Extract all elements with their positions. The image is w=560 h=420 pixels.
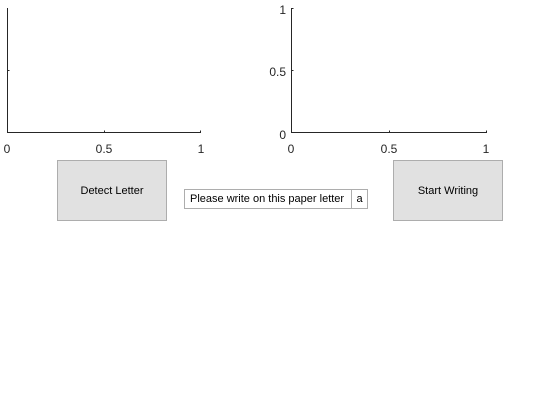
right-axes-x-tick-label: 1 [483, 142, 490, 156]
instruction-text: Please write on this paper letter [184, 189, 352, 209]
target-letter-field: a [351, 189, 368, 209]
left-axes-x-tick-label: 0.5 [96, 142, 113, 156]
left-axes-x-tick-label: 0 [4, 142, 11, 156]
right-axes-x-tick-label: 0.5 [381, 142, 398, 156]
left-axes: 0 0.5 1 [4, 8, 205, 156]
detect-letter-button[interactable]: Detect Letter [57, 160, 167, 221]
left-axes-x-tick-label: 1 [198, 142, 205, 156]
start-writing-button[interactable]: Start Writing [393, 160, 503, 221]
right-axes: 1 0.5 0 0 0.5 1 [269, 3, 489, 156]
right-axes-y-tick-label: 0 [279, 128, 286, 142]
right-axes-y-tick-label: 0.5 [269, 65, 286, 79]
right-axes-y-tick-label: 1 [279, 3, 286, 17]
right-axes-x-tick-label: 0 [288, 142, 295, 156]
